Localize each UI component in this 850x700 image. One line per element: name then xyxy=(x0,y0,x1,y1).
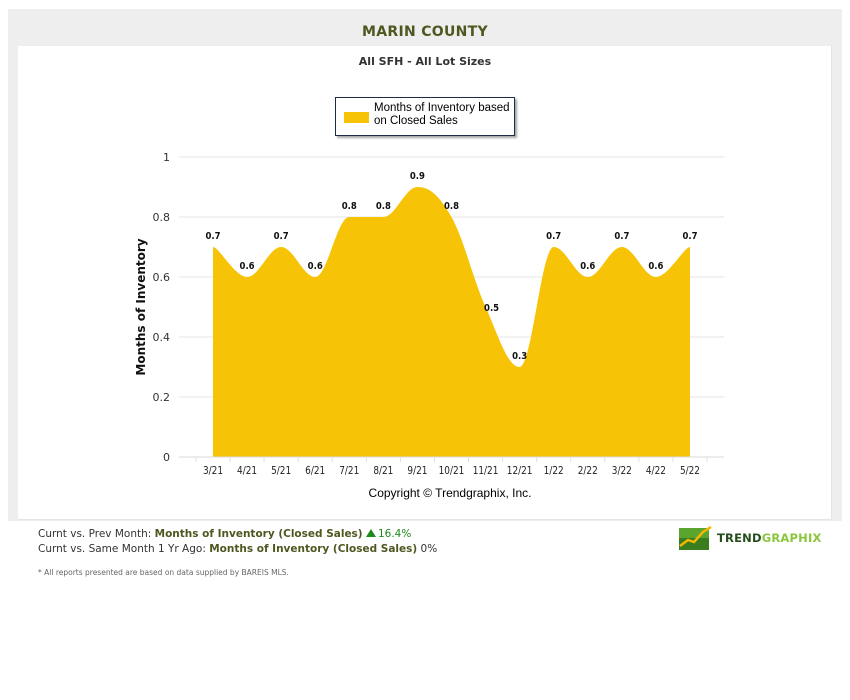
trendgraphix-logo: TRENDGRAPHIX xyxy=(679,525,829,550)
svg-text:5/22: 5/22 xyxy=(680,465,700,477)
svg-text:12/21: 12/21 xyxy=(507,465,533,477)
logo-text: TRENDGRAPHIX xyxy=(717,531,822,545)
svg-text:5/21: 5/21 xyxy=(271,465,291,477)
legend-label: Months of Inventory based on Closed Sale… xyxy=(374,102,510,127)
logo-text-trend: TREND xyxy=(717,531,762,545)
svg-text:8/21: 8/21 xyxy=(373,465,393,477)
svg-text:4/21: 4/21 xyxy=(237,465,257,477)
svg-text:0.6: 0.6 xyxy=(153,271,171,284)
svg-text:7/21: 7/21 xyxy=(339,465,359,477)
stat-change-up: 16.4% xyxy=(365,528,412,540)
stat-metric: Months of Inventory (Closed Sales) xyxy=(209,543,418,555)
up-triangle-icon xyxy=(365,529,376,537)
svg-text:0.8: 0.8 xyxy=(376,200,391,212)
svg-text:0.2: 0.2 xyxy=(153,391,171,404)
stat-prev-month: Curnt vs. Prev Month: Months of Inventor… xyxy=(38,527,437,542)
svg-text:0.9: 0.9 xyxy=(410,170,425,182)
svg-text:9/21: 9/21 xyxy=(407,465,427,477)
svg-text:0.7: 0.7 xyxy=(614,230,629,242)
stat-metric: Months of Inventory (Closed Sales) xyxy=(154,528,363,540)
svg-text:6/21: 6/21 xyxy=(305,465,325,477)
chart-subtitle: All SFH - All Lot Sizes xyxy=(358,55,492,68)
svg-text:Months of Inventory: Months of Inventory xyxy=(134,238,148,375)
svg-text:1/22: 1/22 xyxy=(544,465,564,477)
svg-text:0.6: 0.6 xyxy=(308,260,323,272)
svg-text:0.3: 0.3 xyxy=(512,350,527,362)
footnote: * All reports presented are based on dat… xyxy=(38,568,289,577)
stat-label: Curnt vs. Prev Month: xyxy=(38,528,155,540)
stat-value: 0% xyxy=(420,543,438,555)
svg-text:0.8: 0.8 xyxy=(342,200,357,212)
svg-text:0.7: 0.7 xyxy=(546,230,561,242)
svg-text:1: 1 xyxy=(163,151,170,164)
svg-text:4/22: 4/22 xyxy=(646,465,666,477)
copyright-text: Copyright © Trendgraphix, Inc. xyxy=(368,486,532,500)
legend-swatch xyxy=(344,112,369,123)
svg-text:0.8: 0.8 xyxy=(444,200,459,212)
chart-legend[interactable]: Months of Inventory based on Closed Sale… xyxy=(335,97,515,136)
logo-text-graphix: GRAPHIX xyxy=(761,531,822,545)
svg-text:3/22: 3/22 xyxy=(612,465,632,477)
area-chart: 0 0.2 0.4 0.6 0.8 1 0.7 0.6 0.7 0.6 0.8 0.8 0.9 0.8 0.… xyxy=(134,151,724,477)
svg-text:11/21: 11/21 xyxy=(473,465,499,477)
svg-text:0.6: 0.6 xyxy=(580,260,595,272)
svg-text:0.7: 0.7 xyxy=(682,230,697,242)
stat-label: Curnt vs. Same Month 1 Yr Ago: xyxy=(38,543,210,555)
svg-text:0: 0 xyxy=(163,451,170,464)
stat-value: 16.4% xyxy=(377,528,412,540)
stats-summary: Curnt vs. Prev Month: Months of Inventor… xyxy=(38,527,437,557)
stat-year-ago: Curnt vs. Same Month 1 Yr Ago: Months of… xyxy=(38,542,437,557)
page-title: MARIN COUNTY xyxy=(362,24,488,40)
svg-text:0.4: 0.4 xyxy=(153,331,171,344)
svg-text:0.6: 0.6 xyxy=(648,260,663,272)
svg-text:0.7: 0.7 xyxy=(274,230,289,242)
svg-text:0.5: 0.5 xyxy=(484,302,499,314)
trend-chart-logo-icon xyxy=(679,525,712,550)
svg-text:2/22: 2/22 xyxy=(578,465,598,477)
svg-text:3/21: 3/21 xyxy=(203,465,223,477)
svg-text:0.7: 0.7 xyxy=(205,230,220,242)
svg-text:0.8: 0.8 xyxy=(153,211,171,224)
svg-text:10/21: 10/21 xyxy=(439,465,465,477)
svg-text:0.6: 0.6 xyxy=(240,260,255,272)
